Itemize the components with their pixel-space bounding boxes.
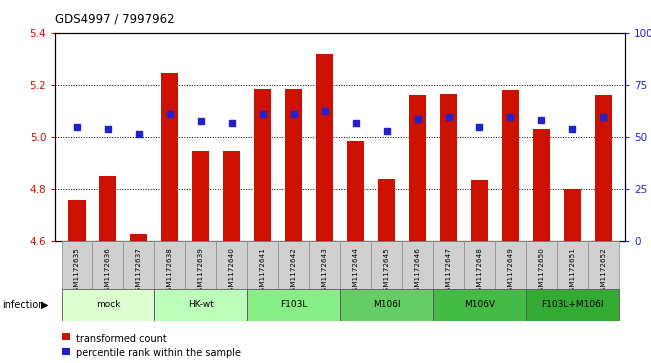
Bar xyxy=(433,289,526,321)
Bar xyxy=(130,233,147,241)
Bar xyxy=(124,241,154,289)
Bar xyxy=(340,289,433,321)
Text: GSM1172644: GSM1172644 xyxy=(353,247,359,296)
Bar xyxy=(564,189,581,241)
Bar xyxy=(68,200,85,241)
Text: GSM1172642: GSM1172642 xyxy=(291,247,297,296)
Point xyxy=(443,115,454,121)
Bar xyxy=(192,151,210,241)
Text: GSM1172635: GSM1172635 xyxy=(74,247,80,296)
Text: GSM1172643: GSM1172643 xyxy=(322,247,327,296)
Text: percentile rank within the sample: percentile rank within the sample xyxy=(76,348,240,358)
Point xyxy=(258,111,268,117)
Point xyxy=(567,126,577,132)
Point xyxy=(196,118,206,124)
Bar xyxy=(309,241,340,289)
Text: ▶: ▶ xyxy=(41,300,49,310)
Text: GSM1172639: GSM1172639 xyxy=(198,247,204,296)
Text: GSM1172647: GSM1172647 xyxy=(445,247,452,296)
Bar xyxy=(471,180,488,241)
Bar xyxy=(526,289,618,321)
Text: GSM1172640: GSM1172640 xyxy=(229,247,235,296)
Text: GSM1172636: GSM1172636 xyxy=(105,247,111,296)
Bar xyxy=(92,241,124,289)
Point xyxy=(350,120,361,126)
Point xyxy=(133,131,144,137)
Point xyxy=(536,117,547,123)
Text: GSM1172637: GSM1172637 xyxy=(136,247,142,296)
Bar xyxy=(340,241,371,289)
Text: GSM1172650: GSM1172650 xyxy=(538,247,544,296)
Bar xyxy=(495,241,526,289)
Point xyxy=(72,124,82,130)
Bar xyxy=(223,151,240,241)
Bar xyxy=(255,89,271,241)
Text: GSM1172638: GSM1172638 xyxy=(167,247,173,296)
Bar xyxy=(533,129,550,241)
Bar xyxy=(100,176,117,241)
Bar xyxy=(378,179,395,241)
Bar xyxy=(588,241,618,289)
Bar xyxy=(161,73,178,241)
Text: GSM1172648: GSM1172648 xyxy=(477,247,482,296)
Bar xyxy=(278,241,309,289)
Point xyxy=(165,111,175,117)
Text: mock: mock xyxy=(96,301,120,309)
Text: GSM1172652: GSM1172652 xyxy=(600,247,606,296)
Point xyxy=(227,120,237,126)
Text: GSM1172641: GSM1172641 xyxy=(260,247,266,296)
Bar xyxy=(316,54,333,241)
Bar xyxy=(464,241,495,289)
Point xyxy=(505,115,516,121)
Bar xyxy=(402,241,433,289)
Text: M106I: M106I xyxy=(373,301,400,309)
Bar xyxy=(433,241,464,289)
Bar xyxy=(186,241,216,289)
Bar xyxy=(247,241,278,289)
Bar xyxy=(371,241,402,289)
Text: GSM1172645: GSM1172645 xyxy=(383,247,389,296)
Point xyxy=(598,115,609,121)
Bar xyxy=(502,90,519,241)
Point xyxy=(320,108,330,114)
Text: GSM1172646: GSM1172646 xyxy=(415,247,421,296)
Text: GSM1172649: GSM1172649 xyxy=(507,247,514,296)
Bar xyxy=(216,241,247,289)
Bar xyxy=(347,141,364,241)
Text: HK-wt: HK-wt xyxy=(188,301,214,309)
Bar xyxy=(409,95,426,241)
Bar xyxy=(557,241,588,289)
Point xyxy=(288,111,299,117)
Bar xyxy=(247,289,340,321)
Text: M106V: M106V xyxy=(464,301,495,309)
Bar xyxy=(440,94,457,241)
Text: GSM1172651: GSM1172651 xyxy=(570,247,575,296)
Bar xyxy=(154,289,247,321)
Point xyxy=(474,124,484,130)
Text: F103L: F103L xyxy=(280,301,307,309)
Bar xyxy=(62,289,154,321)
Bar xyxy=(285,89,302,241)
Bar xyxy=(62,241,92,289)
Text: F103L+M106I: F103L+M106I xyxy=(541,301,603,309)
Point xyxy=(381,128,392,134)
Point xyxy=(103,126,113,132)
Bar xyxy=(526,241,557,289)
Bar xyxy=(595,95,612,241)
Text: infection: infection xyxy=(2,300,44,310)
Point xyxy=(412,116,422,122)
Text: GDS4997 / 7997962: GDS4997 / 7997962 xyxy=(55,13,175,26)
Bar xyxy=(154,241,186,289)
Text: transformed count: transformed count xyxy=(76,334,166,344)
